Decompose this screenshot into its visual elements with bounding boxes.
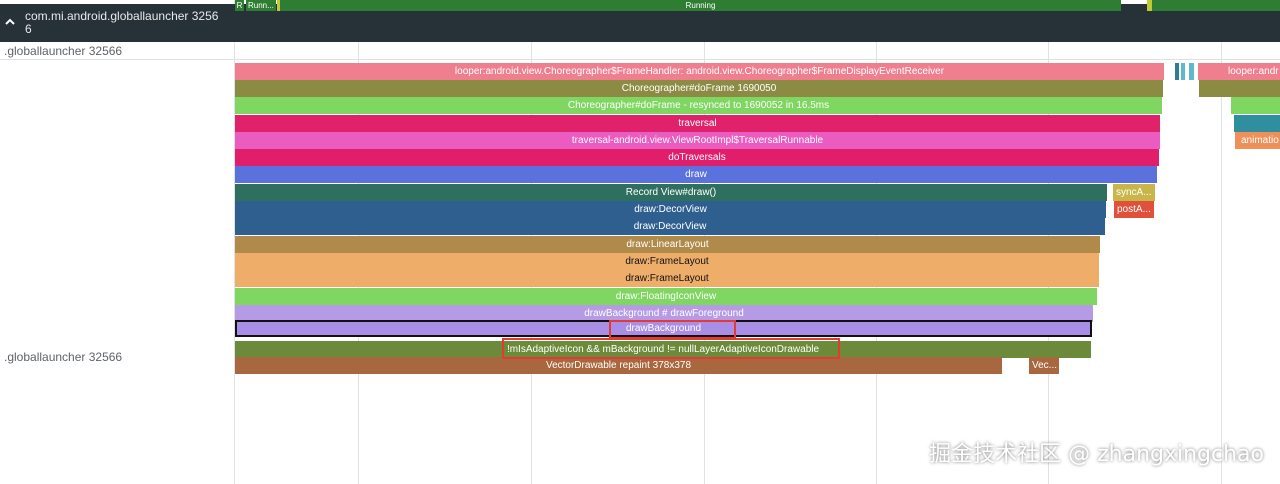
slice-do-frame-right[interactable] bbox=[1199, 80, 1280, 97]
slice-post-a[interactable]: postA... bbox=[1114, 201, 1154, 218]
slice-frame-layout-1[interactable]: draw:FrameLayout bbox=[235, 253, 1099, 270]
thread-label-main[interactable]: .globallauncher 32566 bbox=[4, 350, 123, 364]
thread-state-r[interactable]: R bbox=[235, 0, 244, 11]
thread-state-running-right[interactable] bbox=[1152, 0, 1280, 11]
slice-do-traversals[interactable]: doTraversals bbox=[235, 149, 1159, 166]
slice-decor-view-1[interactable]: draw:DecorView bbox=[235, 201, 1106, 218]
highlight-adaptive-icon bbox=[502, 338, 840, 359]
thread-state-runnable[interactable] bbox=[277, 0, 280, 11]
slice-vector-drawable[interactable]: VectorDrawable repaint 378x378 bbox=[235, 357, 1002, 374]
grid-line bbox=[234, 0, 235, 484]
slice-looper-right[interactable]: looper:andr bbox=[1198, 63, 1280, 80]
slice-do-frame-resynced[interactable]: Choreographer#doFrame - resynced to 1690… bbox=[235, 97, 1162, 114]
watermark: 掘金技术社区 @ zhangxingchao bbox=[929, 442, 1264, 467]
slice-traversal-runnable[interactable]: traversal-android.view.ViewRootImpl$Trav… bbox=[235, 132, 1160, 149]
slice-do-frame[interactable]: Choreographer#doFrame 1690050 bbox=[235, 80, 1163, 97]
thread-state-running-short[interactable]: Runn... bbox=[246, 0, 276, 11]
slice-record-view-draw[interactable]: Record View#draw() bbox=[235, 184, 1107, 201]
slice-floating-icon-view[interactable]: draw:FloatingIconView bbox=[235, 288, 1097, 305]
slice-sync-a[interactable]: syncA... bbox=[1113, 184, 1155, 201]
slice-looper[interactable]: looper:android.view.Choreographer$FrameH… bbox=[235, 63, 1164, 80]
slice-frame-layout-2[interactable]: draw:FrameLayout bbox=[235, 270, 1099, 287]
slice-small[interactable] bbox=[1175, 63, 1179, 80]
slice-resynced-right[interactable] bbox=[1231, 97, 1280, 114]
slice-linear-layout[interactable]: draw:LinearLayout bbox=[235, 236, 1100, 253]
track-separator bbox=[0, 59, 1280, 60]
slice-is-adaptive-icon[interactable]: !mIsAdaptiveIcon && mBackground != nullL… bbox=[235, 341, 1091, 358]
slice-animation[interactable]: animatio bbox=[1235, 132, 1280, 149]
slice-right-teal[interactable] bbox=[1234, 115, 1280, 132]
slice-traversal[interactable]: traversal bbox=[235, 115, 1160, 132]
slice-vec[interactable]: Vec... bbox=[1029, 357, 1059, 374]
slice-small[interactable] bbox=[1181, 63, 1185, 80]
thread-state-runnable[interactable] bbox=[1147, 0, 1152, 11]
thread-label-top[interactable]: .globallauncher 32566 bbox=[4, 44, 123, 58]
highlight-draw-background bbox=[609, 320, 736, 339]
slice-small[interactable] bbox=[1189, 63, 1194, 80]
slice-draw[interactable]: draw bbox=[235, 166, 1157, 183]
grid-line bbox=[1221, 0, 1222, 484]
thread-state-running[interactable]: Running bbox=[280, 0, 1121, 11]
slice-decor-view-2[interactable]: draw:DecorView bbox=[235, 218, 1105, 235]
slice-draw-background-foreground[interactable]: drawBackground # drawForeground bbox=[235, 305, 1093, 322]
chevron-up-icon[interactable] bbox=[4, 16, 16, 28]
process-title: com.mi.android.globallauncher 32566 bbox=[25, 9, 219, 36]
